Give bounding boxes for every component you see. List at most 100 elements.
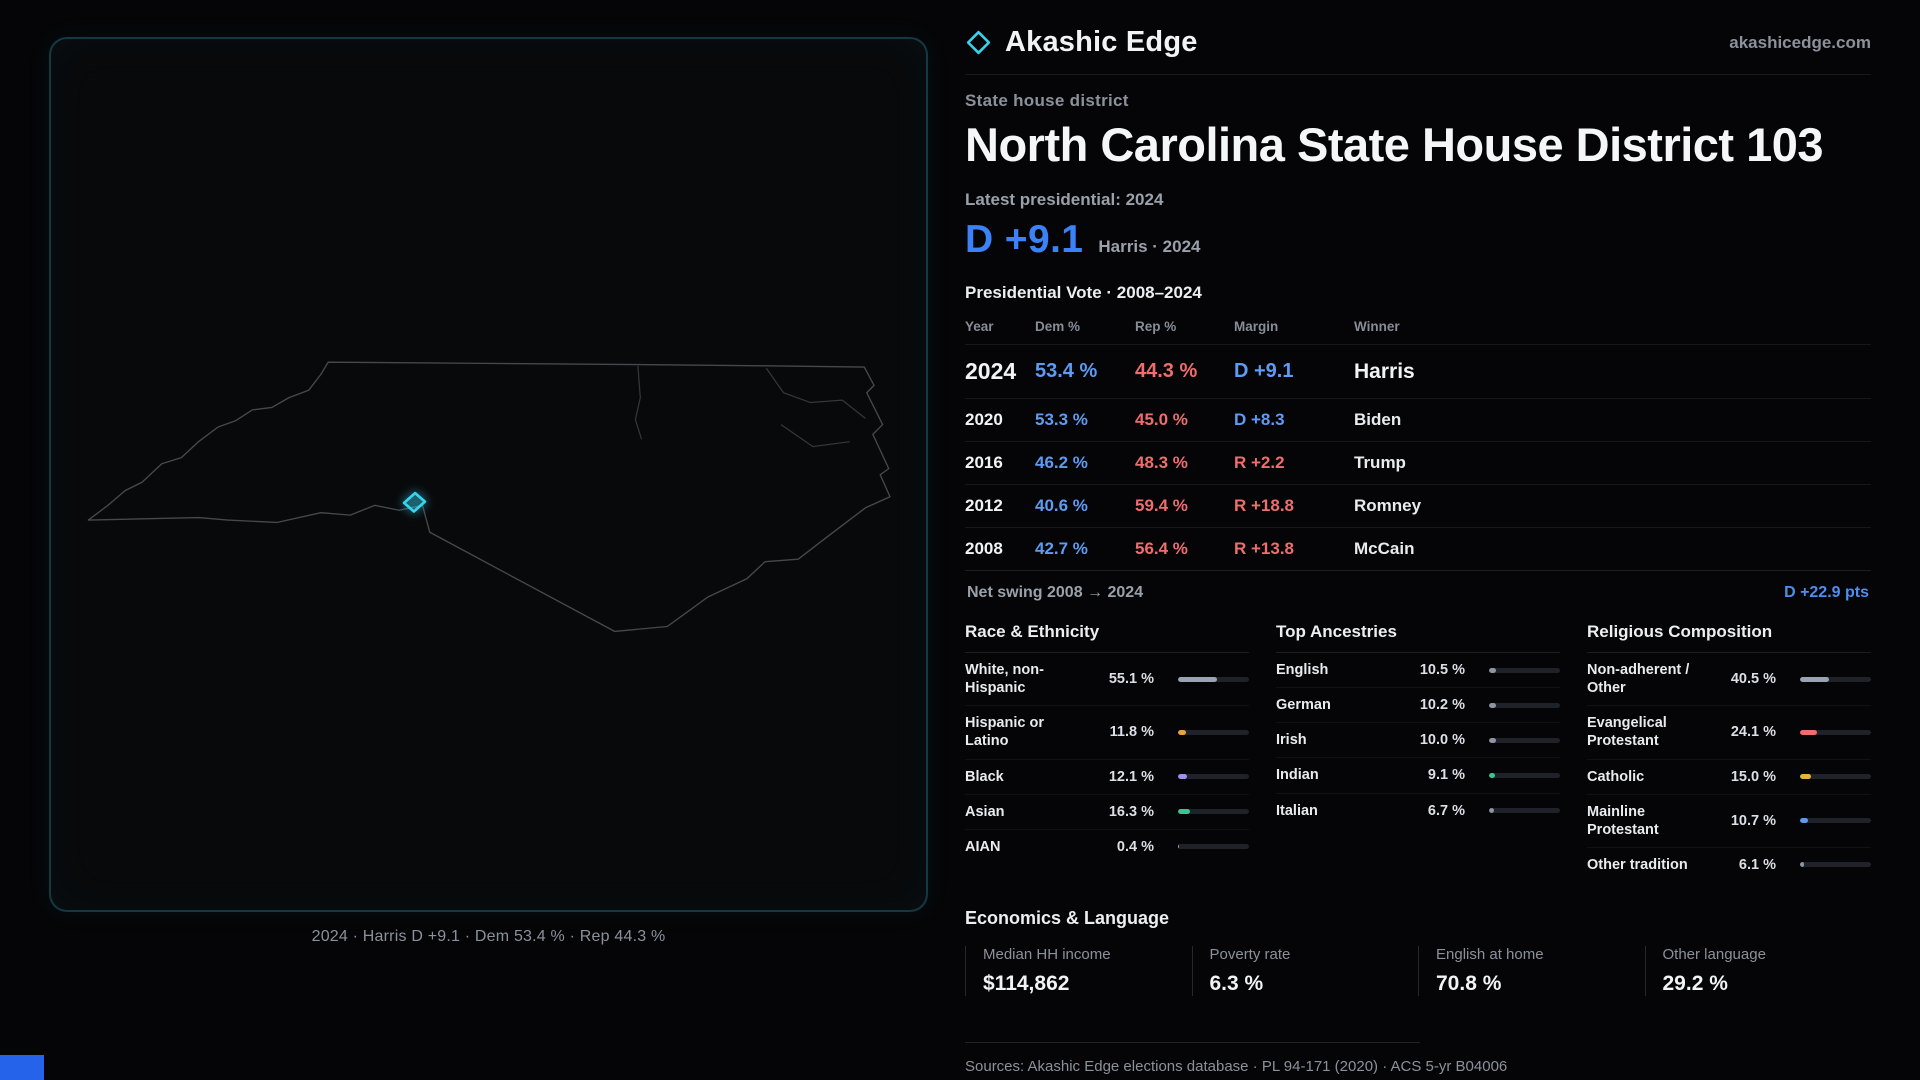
demo-value: 55.1 % [1108, 671, 1154, 688]
stat-label: Median HH income [983, 946, 1111, 963]
demo-label: German [1276, 697, 1331, 714]
headline-margin: D +9.1 Harris · 2024 [965, 218, 1871, 262]
bar-fill [1800, 862, 1805, 868]
race-title: Race & Ethnicity [965, 622, 1249, 653]
district-map-panel [49, 37, 928, 912]
dem-cell: 42.7 % [1035, 539, 1088, 558]
stat-median-hh-income: Median HH income $114,862 [965, 946, 1192, 996]
demo-label: Mainline Protestant [1587, 803, 1659, 838]
demo-label: Asian [965, 803, 1005, 820]
demo-row: AIAN 0.4 % [965, 830, 1249, 864]
demo-bar [1178, 676, 1249, 682]
bar-fill [1178, 844, 1179, 850]
year-cell: 2008 [965, 539, 1003, 558]
religion-title: Religious Composition [1587, 622, 1871, 653]
demo-row: Other tradition 6.1 % [1587, 848, 1871, 882]
demo-bar [1800, 729, 1871, 735]
district-103-marker[interactable] [402, 491, 427, 513]
margin-cell: D +8.3 [1234, 410, 1285, 429]
site-link[interactable]: akashicedge.com [1729, 32, 1871, 52]
demo-row: Asian 16.3 % [965, 795, 1249, 830]
bar-fill [1178, 809, 1190, 815]
brand-name: Akashic Edge [1005, 26, 1198, 58]
demo-value: 6.1 % [1738, 856, 1776, 873]
demo-bar [1800, 818, 1871, 824]
table-row-2024: 2024 53.4 % 44.3 % D +9.1 Harris [965, 344, 1871, 398]
footer-divider [965, 1042, 1420, 1043]
col-year: Year [965, 319, 994, 334]
bar-fill [1178, 729, 1187, 735]
demo-row: Catholic 15.0 % [1587, 760, 1871, 795]
table-row-2012: 2012 40.6 % 59.4 % R +18.8 Romney [965, 484, 1871, 527]
demo-label: Other tradition [1587, 856, 1688, 873]
winner-cell: Harris [1354, 359, 1415, 383]
stat-value: 6.3 % [1209, 972, 1264, 995]
demo-value: 6.7 % [1427, 802, 1465, 819]
winner-cell: Biden [1354, 410, 1402, 429]
bar-fill [1800, 729, 1818, 735]
demo-label: Catholic [1587, 768, 1645, 785]
dem-cell: 53.4 % [1035, 360, 1098, 382]
religious-composition-column: Religious Composition Non-adherent / Oth… [1587, 622, 1871, 882]
stat-value: 29.2 % [1662, 972, 1728, 995]
demo-label: Black [965, 768, 1004, 785]
stat-value: 70.8 % [1436, 972, 1502, 995]
rep-cell: 56.4 % [1135, 539, 1188, 558]
demo-label: Irish [1276, 732, 1307, 749]
top-ancestries-column: Top Ancestries English 10.5 % German 10.… [1276, 622, 1560, 882]
net-swing-row: Net swing 2008 → 2024 D +22.9 pts [965, 570, 1871, 602]
demo-value: 16.3 % [1108, 803, 1154, 820]
demo-value: 10.0 % [1419, 732, 1465, 749]
demo-label: Hispanic or Latino [965, 715, 1044, 750]
demo-row: Indian 9.1 % [1276, 758, 1560, 794]
table-header-row: Year Dem % Rep % Margin Winner [965, 313, 1871, 344]
rep-cell: 59.4 % [1135, 496, 1188, 515]
demo-label: Italian [1276, 802, 1318, 819]
year-cell: 2016 [965, 453, 1003, 472]
bar-fill [1489, 808, 1494, 814]
demo-bar [1489, 808, 1560, 814]
margin-cell: R +13.8 [1234, 539, 1295, 558]
demo-label: Indian [1276, 767, 1319, 784]
rep-cell: 45.0 % [1135, 410, 1188, 429]
stat-label: Poverty rate [1209, 946, 1291, 963]
margin-cell: R +2.2 [1234, 453, 1285, 472]
demo-label: Non-adherent / Other [1587, 662, 1690, 697]
demo-value: 0.4 % [1116, 838, 1154, 855]
rep-cell: 44.3 % [1135, 360, 1198, 382]
demo-row: Black 12.1 % [965, 760, 1249, 795]
winner-cell: Trump [1354, 453, 1406, 472]
demo-value: 11.8 % [1109, 724, 1154, 741]
dem-cell: 40.6 % [1035, 496, 1088, 515]
demo-bar [1178, 844, 1249, 850]
table-row-2008: 2008 42.7 % 56.4 % R +13.8 McCain [965, 527, 1871, 570]
nc-state-outline [87, 361, 891, 633]
demo-value: 10.2 % [1419, 697, 1465, 714]
presidential-vote-table: Year Dem % Rep % Margin Winner 2024 53.4… [965, 313, 1871, 570]
col-rep: Rep % [1135, 319, 1177, 334]
year-cell: 2024 [965, 358, 1017, 384]
winner-cell: McCain [1354, 539, 1415, 558]
demo-bar [1800, 774, 1871, 780]
demo-bar [1178, 809, 1249, 815]
demo-label: White, non-Hispanic [965, 662, 1044, 697]
nc-state-map[interactable] [81, 351, 901, 645]
margin-cell: R +18.8 [1234, 496, 1295, 515]
demo-row: English 10.5 % [1276, 653, 1560, 689]
winner-cell: Romney [1354, 496, 1422, 515]
demo-value: 10.7 % [1730, 812, 1776, 829]
demo-row: Non-adherent / Other 40.5 % [1587, 653, 1871, 707]
year-cell: 2020 [965, 410, 1003, 429]
demo-bar [1489, 737, 1560, 743]
demo-row: German 10.2 % [1276, 688, 1560, 724]
demo-value: 15.0 % [1730, 768, 1776, 785]
stat-english-at-home: English at home 70.8 % [1418, 946, 1645, 996]
demo-bar [1489, 772, 1560, 778]
demo-label: Evangelical Protestant [1587, 715, 1667, 750]
demo-row: Italian 6.7 % [1276, 794, 1560, 828]
col-margin: Margin [1234, 319, 1279, 334]
stat-other-language: Other language 29.2 % [1644, 946, 1872, 996]
race-ethnicity-column: Race & Ethnicity White, non-Hispanic 55.… [965, 622, 1249, 882]
map-caption: 2024 · Harris D +9.1 · Dem 53.4 % · Rep … [311, 928, 666, 945]
demo-value: 24.1 % [1730, 724, 1776, 741]
